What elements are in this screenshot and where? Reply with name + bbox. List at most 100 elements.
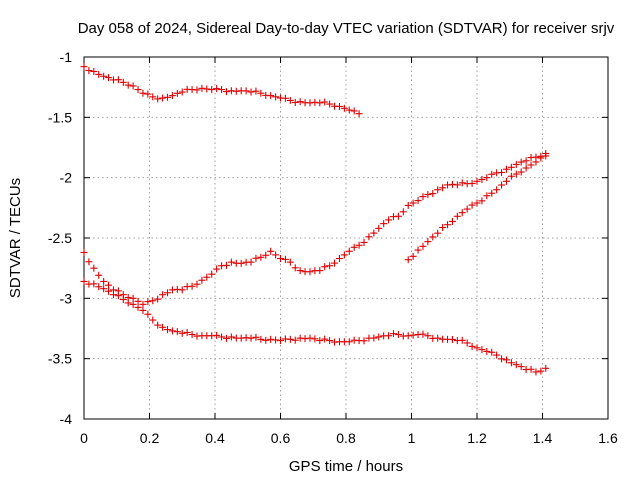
data-point [512,361,520,369]
data-point [448,335,456,343]
data-point [257,253,265,261]
data-point [296,267,304,275]
data-point [218,86,226,94]
data-point [458,336,466,344]
data-point [488,189,496,197]
data-point [340,251,348,259]
data-point [468,342,476,350]
data-point [326,337,334,345]
data-point [439,184,447,192]
grid [84,57,608,419]
data-point [252,87,260,95]
data-point [159,291,167,299]
data-point [360,337,368,345]
data-point [385,332,393,340]
data-point [350,107,358,115]
data-point [488,348,496,356]
data-point [100,277,108,285]
data-point [193,280,201,288]
data-point [424,332,432,340]
data-point [458,179,466,187]
data-point [257,335,265,343]
x-tick-label: 1 [408,430,416,446]
data-point [517,363,525,371]
data-point [306,268,314,276]
data-point [468,201,476,209]
data-point [286,96,294,104]
data-point [291,98,299,106]
data-point [360,238,368,246]
y-tick-label: -1 [60,49,73,65]
data-point [100,285,108,293]
x-tick-label: 1.2 [467,430,487,446]
data-point [267,92,275,100]
data-point [90,264,98,272]
data-point [419,242,427,250]
y-tick-label: -2.5 [48,230,72,246]
data-point [502,356,510,364]
data-point [208,270,216,278]
data-point [277,255,284,263]
data-point [168,92,176,100]
data-point [178,88,186,96]
x-tick-label: 1.6 [598,430,618,446]
x-tick-label: 0 [80,430,88,446]
x-tick-labels: 0 0.2 0.4 0.6 0.8 1 1.2 1.4 1.6 [80,430,618,446]
data-point [129,294,137,302]
data-point [404,256,412,264]
data-point [213,265,221,273]
data-point [458,209,466,217]
data-point [375,224,383,232]
data-point [321,335,329,343]
data-point [149,93,157,101]
data-point [262,336,270,344]
data-point [311,335,319,343]
data-point [321,263,329,271]
data-point [222,261,230,269]
data-point [463,339,471,347]
data-point [272,93,280,101]
data-point [444,221,452,229]
data-point [119,296,127,304]
data-point [355,241,363,249]
data-point [375,333,383,341]
data-point [281,255,289,263]
data-point [429,190,437,198]
data-point [468,179,476,187]
data-point [222,88,230,96]
data-point [498,168,506,176]
data-point [114,76,122,84]
data-point [139,306,147,314]
data-point [198,276,206,284]
data-point [385,216,393,224]
data-point [316,99,324,107]
data-point [247,88,255,96]
data-point [335,102,343,110]
data-point [473,344,481,352]
series-track-3 [80,277,550,376]
data-point [134,303,142,311]
data-point [488,170,496,178]
y-tick-label: -3.5 [48,351,72,367]
data-point [502,177,510,185]
data-point [85,67,93,75]
data-point [399,208,407,216]
data-point [434,229,442,237]
data-point [95,283,103,291]
data-point [409,252,417,260]
data-point [419,193,427,201]
data-point [537,154,545,162]
x-axis-label: GPS time / hours [289,458,403,475]
x-tick-label: 0.2 [140,430,160,446]
data-point [105,74,113,82]
data-point [326,262,334,270]
axis-ticks [83,56,609,420]
data-point [164,93,172,101]
data-point [227,333,235,341]
data-point [286,258,294,266]
data-point [493,186,501,194]
data-point [252,333,260,341]
data-point [173,89,181,97]
data-point [478,346,486,354]
data-point [154,95,162,103]
